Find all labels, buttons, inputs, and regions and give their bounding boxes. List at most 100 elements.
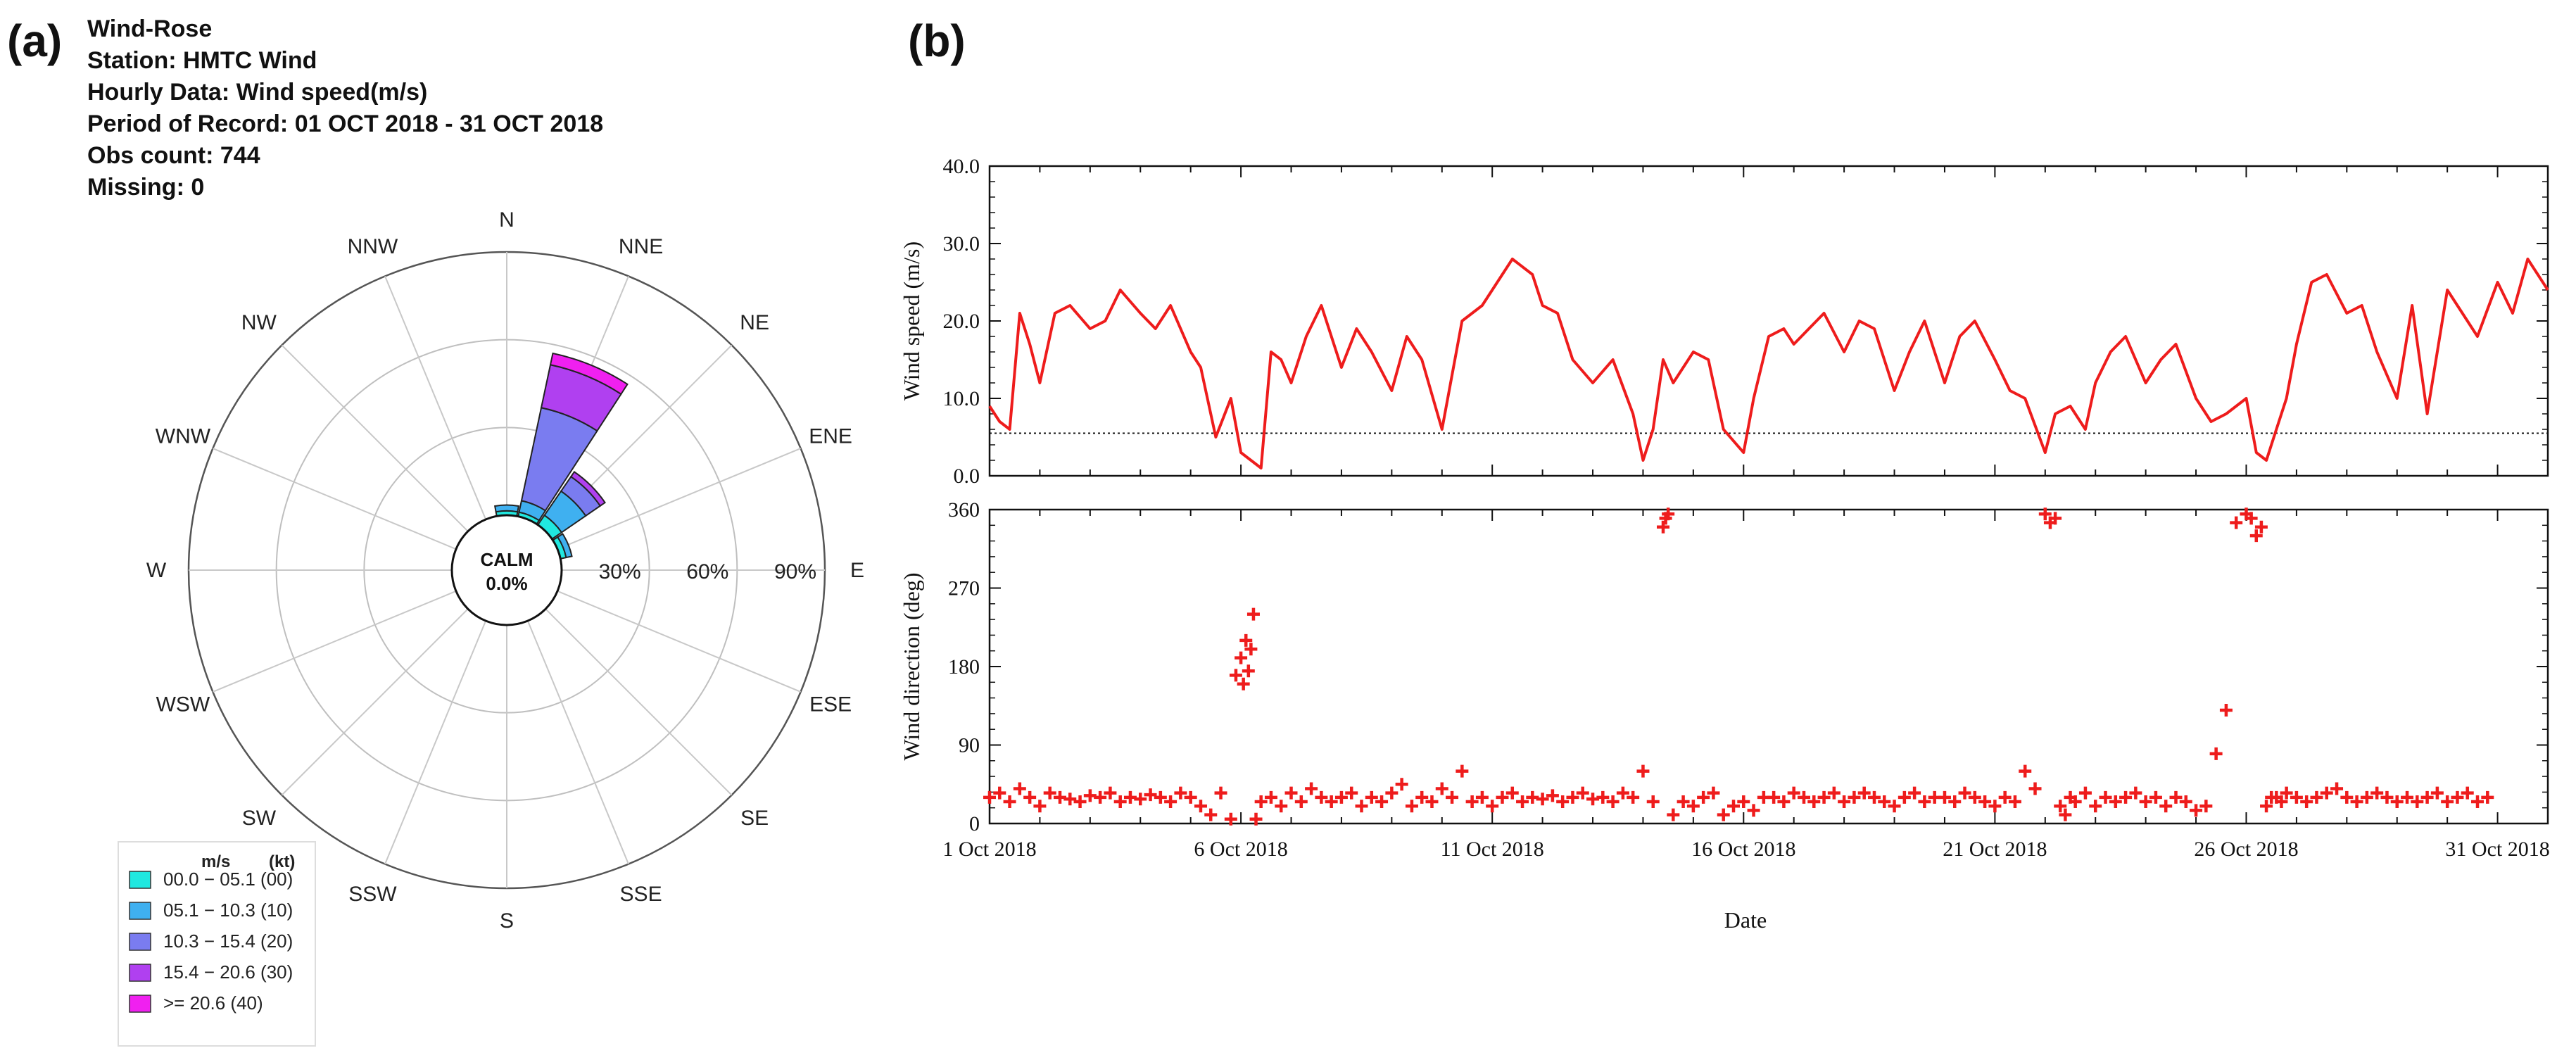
wind-direction-point (1747, 804, 1760, 817)
wind-direction-point (2330, 782, 2344, 795)
wind-direction-point (2049, 512, 2062, 525)
dir-ytick-label: 360 (948, 498, 980, 522)
dir-ytick-label: 270 (948, 577, 980, 600)
legend-swatch-3 (129, 933, 151, 951)
wind-direction-point (1244, 643, 1258, 656)
wind-direction-point (1214, 786, 1227, 800)
wind-direction-point (1516, 795, 1529, 809)
rose-spoke (545, 608, 733, 796)
wind-direction-point (1857, 786, 1871, 800)
calm-circle (450, 514, 563, 626)
wind-direction-point (1627, 790, 1640, 804)
calm-value: 0.0% (486, 573, 527, 594)
wind-direction-point (1586, 793, 1600, 806)
wind-direction-point (2190, 804, 2203, 817)
wind-direction-point (2199, 800, 2213, 813)
header-line-2: Station: HMTC Wind (87, 47, 317, 74)
wind-direction-point (1807, 795, 1821, 809)
wind-direction-point (1475, 790, 1489, 804)
dir-ytick-label: 180 (948, 655, 980, 679)
wind-direction-point (1446, 790, 1459, 804)
direction-label-nne: NNE (619, 235, 663, 258)
wind-direction-point (2230, 516, 2243, 529)
wind-direction-point (1123, 790, 1137, 804)
wind-direction-point (1456, 764, 1469, 778)
wind-direction-point (2244, 512, 2258, 525)
wind-direction-point (1827, 786, 1841, 800)
wind-direction-point (1697, 790, 1710, 804)
legend-label-4: 15.4 − 20.6 (30) (163, 961, 293, 983)
direction-label-ese: ESE (809, 693, 852, 717)
wind-direction-point (1526, 790, 1539, 804)
wind-direction-point (1104, 786, 1117, 800)
wind-direction-point (1978, 795, 1992, 809)
wind-direction-point (2471, 795, 2485, 809)
rose-spoke (384, 276, 487, 520)
direction-label-ssw: SSW (348, 883, 397, 906)
legend-label-3: 10.3 − 15.4 (20) (163, 930, 293, 952)
wind-direction-point (2420, 790, 2434, 804)
wind-direction-point (1334, 790, 1348, 804)
wind-direction-panel: 0 90 180 270 360 1 Oct 2018 6 Oct 2018 11 Oct 2… (899, 498, 2550, 861)
wind-direction-point (2441, 795, 2454, 809)
dir-xtick-label: 6 Oct 2018 (1194, 838, 1287, 861)
wind-direction-point (1254, 795, 1268, 809)
wind-direction-point (1144, 788, 1157, 802)
direction-label-nnw: NNW (348, 235, 398, 258)
wind-direction-point (2254, 520, 2268, 534)
wind-direction-point (1242, 664, 1255, 678)
rose-spoke (526, 620, 629, 864)
wind-direction-point (1787, 786, 1800, 800)
wind-direction-point (993, 786, 1006, 800)
wind-direction-point (1033, 800, 1047, 813)
wind-direction-point (2109, 795, 2122, 809)
wind-direction-point (1405, 800, 1418, 813)
wind-direction-point (1566, 790, 1579, 804)
speed-y-axis-label: Wind speed (m/s) (899, 241, 924, 400)
speed-ytick-label: 10.0 (943, 387, 980, 410)
dir-xtick-label: 31 Oct 2018 (2445, 838, 2549, 861)
petal-nne-bin-4 (549, 352, 629, 396)
wind-direction-point (2089, 800, 2102, 813)
wind-direction-point (1606, 795, 1620, 809)
wind-direction-point (1224, 812, 1237, 826)
legend-unit-kt: (kt) (269, 852, 295, 871)
wind-direction-point (2451, 790, 2464, 804)
direction-label-se: SE (740, 807, 769, 830)
legend-swatch-4 (129, 964, 151, 982)
wind-direction-point (1435, 782, 1448, 795)
wind-direction-point (1355, 800, 1368, 813)
wind-direction-point (1948, 795, 1962, 809)
wind-direction-point (1486, 800, 1499, 813)
wind-direction-point (2059, 808, 2072, 821)
wind-speed-panel: 0.0 10.0 20.0 30.0 40.0 Wind speed (m/s) (899, 155, 2549, 488)
direction-label-w: W (146, 559, 167, 582)
wind-direction-point (2360, 790, 2373, 804)
wind-direction-point (1505, 786, 1519, 800)
wind-direction-point (1657, 520, 1670, 534)
ring-label-2: 60% (686, 560, 728, 583)
wind-direction-point (1164, 795, 1177, 809)
wind-direction-point (1616, 786, 1629, 800)
wind-direction-point (2249, 529, 2263, 543)
speed-frame (988, 165, 2549, 477)
wind-direction-point (2149, 790, 2162, 804)
wind-direction-point (2300, 795, 2313, 809)
wind-direction-point (1958, 786, 1971, 800)
wind-direction-point (1284, 786, 1298, 800)
legend-swatch-2 (129, 902, 151, 920)
speed-ytick-label: 0.0 (954, 465, 980, 488)
wind-direction-point (1365, 790, 1378, 804)
wind-direction-point (1425, 795, 1439, 809)
wind-direction-point (1063, 793, 1077, 806)
panel-b-label: (b) (908, 15, 966, 66)
header-line-4: Period of Record: 01 OCT 2018 - 31 OCT 2… (87, 111, 603, 137)
wind-direction-point (2390, 795, 2404, 809)
wind-direction-point (2280, 786, 2293, 800)
wind-direction-point (1998, 790, 2012, 804)
wind-direction-point (1325, 795, 1338, 809)
wind-direction-point (2169, 790, 2183, 804)
wind-speed-line (988, 258, 2549, 469)
wind-direction-point (2209, 747, 2223, 760)
wind-direction-point (1053, 790, 1066, 804)
